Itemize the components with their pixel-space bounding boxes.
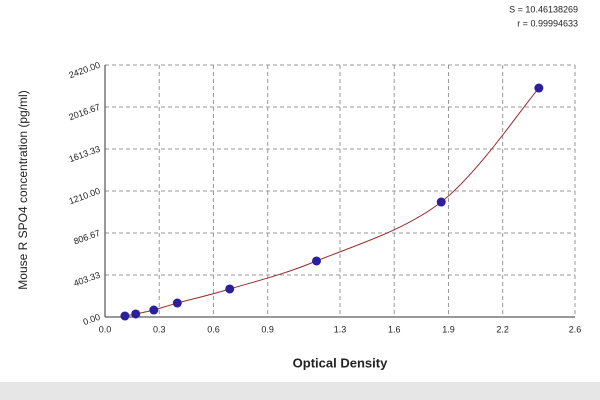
y-tick-label: 1613.33 xyxy=(67,144,101,165)
y-tick-label: 806.67 xyxy=(72,228,101,247)
point xyxy=(436,197,446,207)
y-axis-label: Mouse R SPO4 concentration (pg/ml) xyxy=(16,90,30,289)
x-tick-label: 2.2 xyxy=(496,324,509,334)
point xyxy=(120,311,130,321)
point xyxy=(312,256,321,266)
x-tick-label: 0.0 xyxy=(99,324,112,334)
x-tick-label: 0.6 xyxy=(207,324,220,334)
y-tick-label: 1210.00 xyxy=(67,186,101,207)
point xyxy=(534,83,544,93)
x-tick-label: 1.6 xyxy=(388,324,401,334)
fit-curve xyxy=(124,87,540,317)
footer-band xyxy=(0,382,600,400)
point xyxy=(225,284,235,294)
y-tick-label: 403.33 xyxy=(72,270,101,289)
x-axis-label: Optical Density xyxy=(293,355,388,370)
annotation: S = 10.46138269 xyxy=(509,4,578,14)
point xyxy=(131,309,141,319)
point xyxy=(172,298,182,308)
point xyxy=(149,305,159,315)
y-tick-label: 2420.00 xyxy=(67,60,101,81)
x-tick-label: 0.9 xyxy=(261,324,274,334)
x-tick-label: 0.3 xyxy=(153,324,166,334)
x-tick-label: 1.9 xyxy=(442,324,455,334)
x-tick-label: 2.6 xyxy=(569,324,582,334)
annotation: r = 0.99994633 xyxy=(517,18,578,28)
y-tick-label: 2016.67 xyxy=(67,102,101,123)
x-tick-label: 1.3 xyxy=(334,324,347,334)
